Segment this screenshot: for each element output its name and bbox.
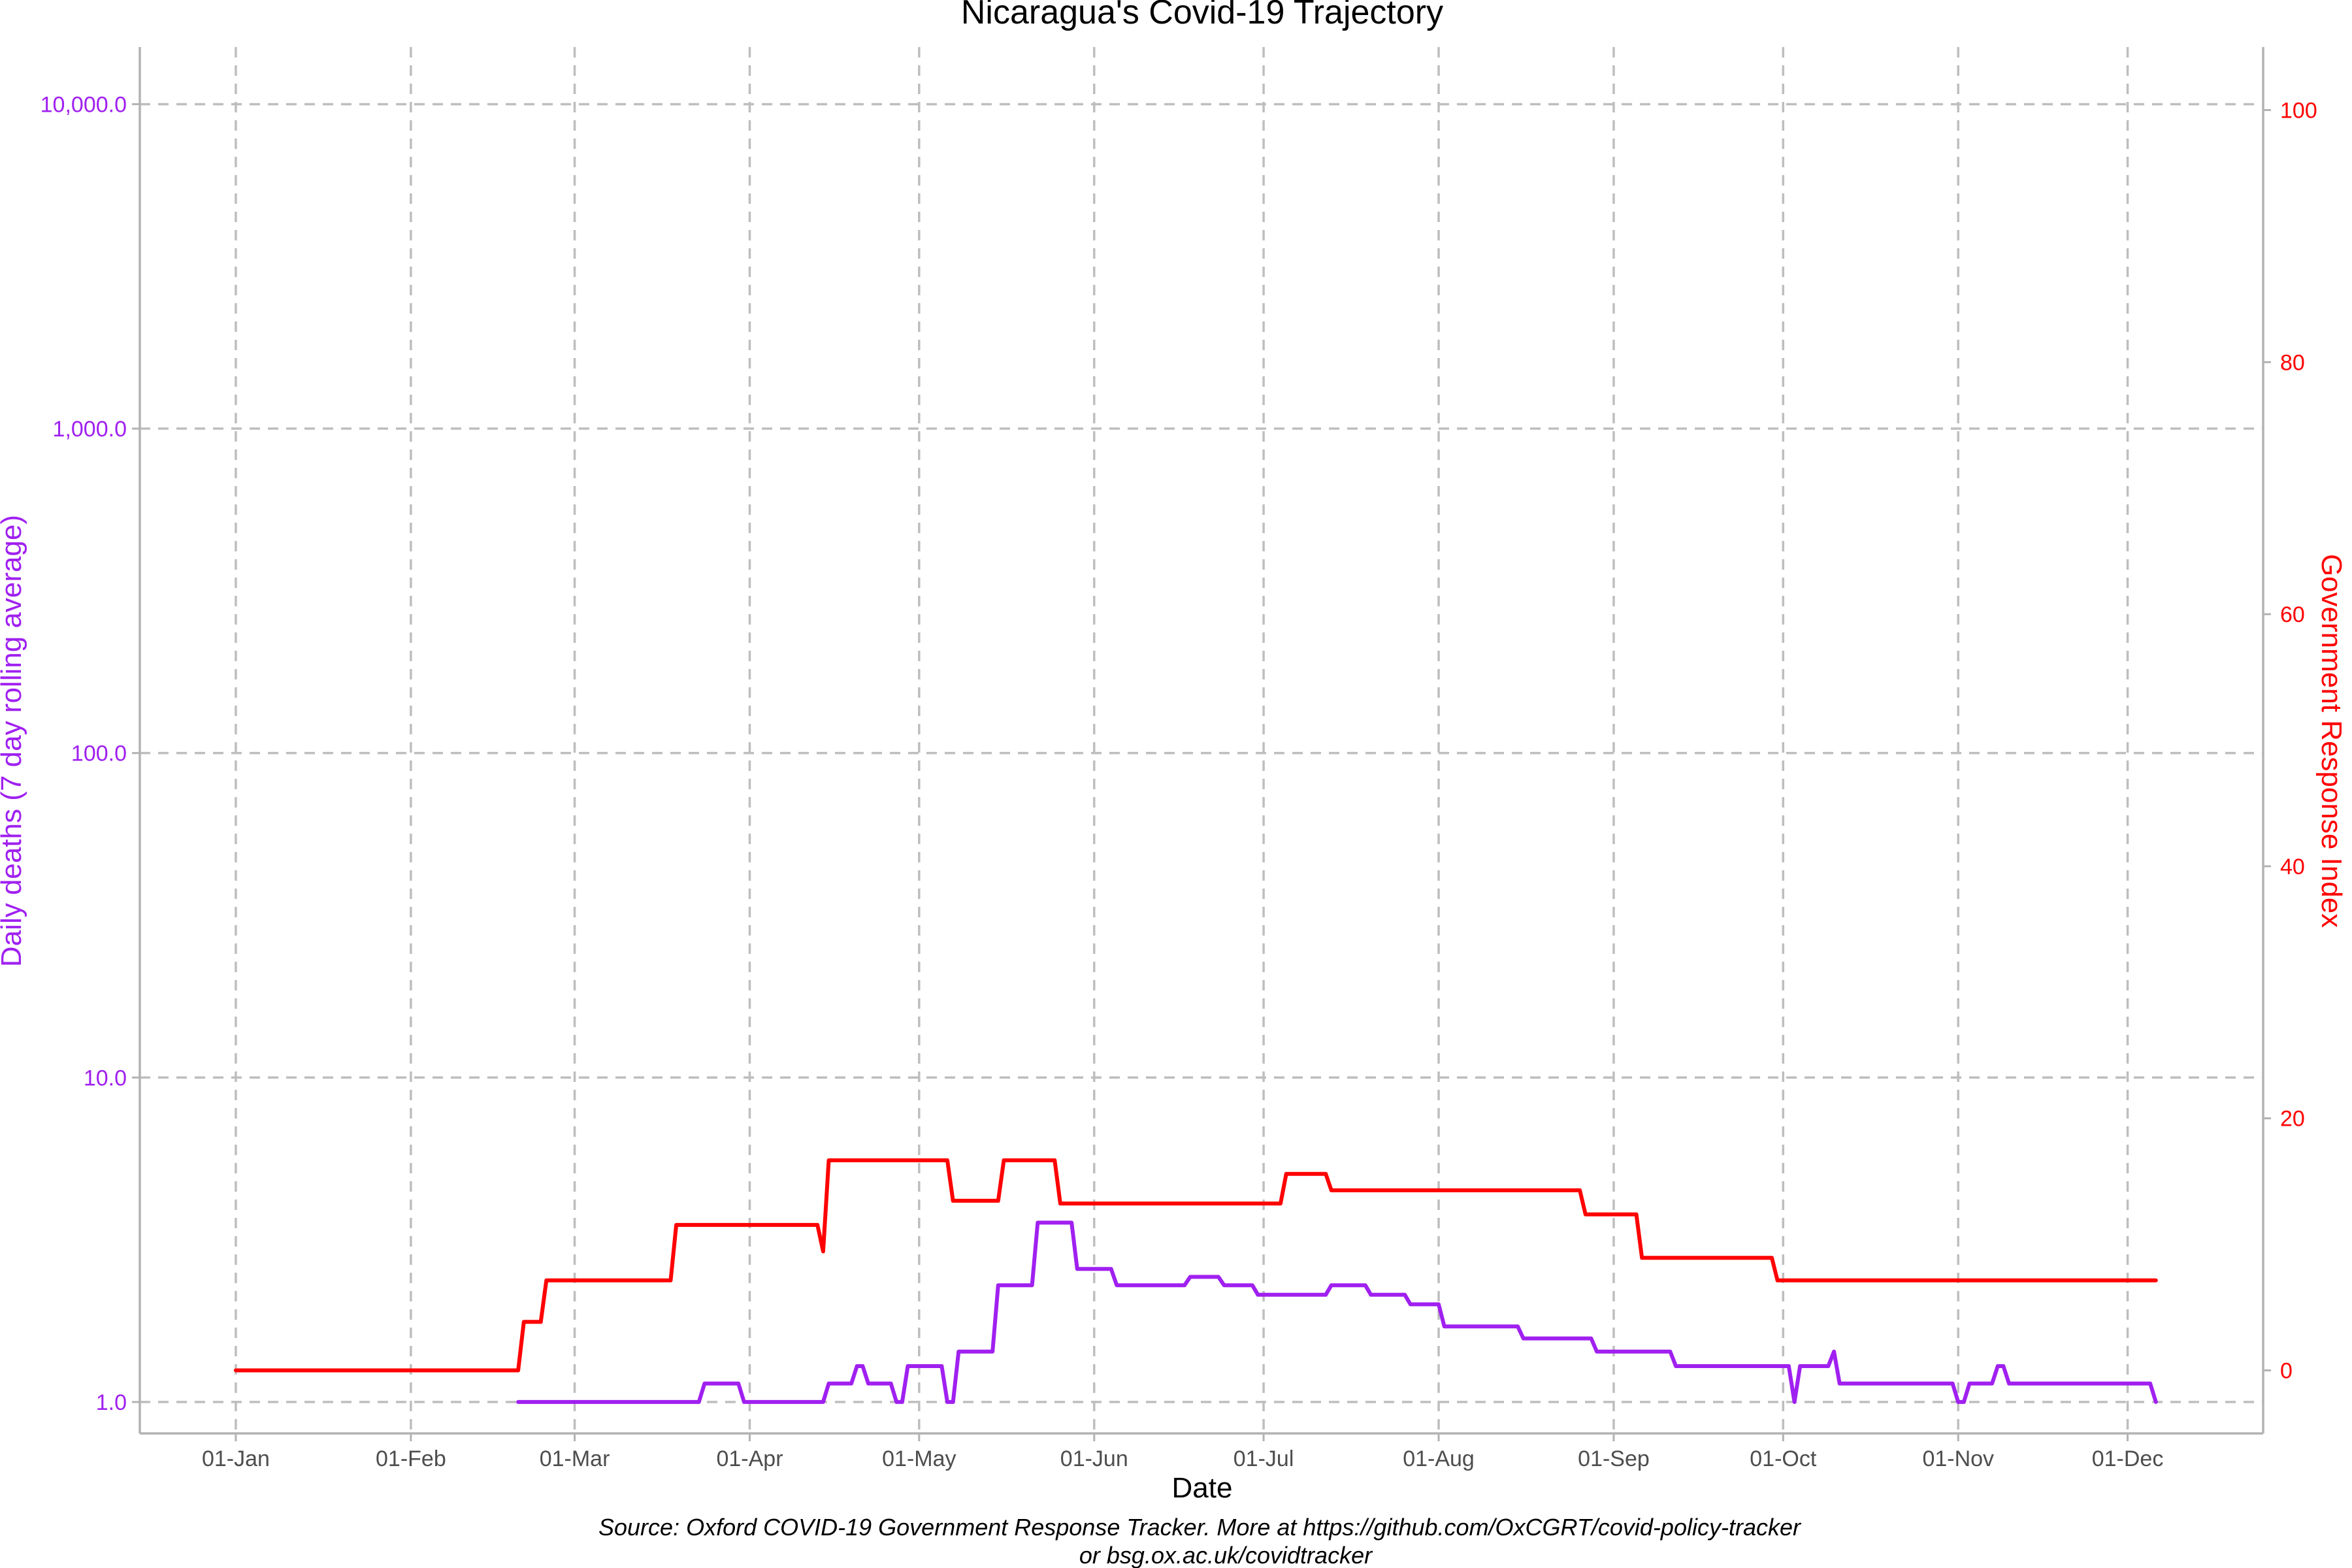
right-tick-label: 0 — [2280, 1359, 2293, 1384]
left-tick-label: 1,000.0 — [53, 417, 127, 442]
chart-title: Nicaragua's Covid-19 Trajectory — [961, 0, 1443, 31]
x-tick-label: 01-Jan — [202, 1446, 270, 1471]
x-tick-label: 01-Dec — [2092, 1446, 2164, 1471]
right-tick-label: 20 — [2280, 1107, 2305, 1132]
government-response-line — [233, 1158, 2158, 1373]
right-axis-label: Government Response Index — [2315, 554, 2347, 928]
x-tick-label: 01-Feb — [376, 1446, 446, 1471]
x-tick-label: 01-Oct — [1750, 1446, 1817, 1471]
left-tick-label: 10,000.0 — [41, 92, 127, 117]
series-lines — [233, 1158, 2158, 1404]
x-tick-label: 01-Mar — [540, 1446, 610, 1471]
left-tick-label: 10.0 — [84, 1066, 127, 1090]
x-tick-label: 01-Jun — [1060, 1446, 1128, 1471]
daily-deaths-line — [516, 1220, 2158, 1404]
grid — [140, 47, 2263, 1433]
right-tick-label: 60 — [2280, 602, 2305, 627]
x-tick-label: 01-May — [882, 1446, 956, 1471]
left-ticks: 1.0 10.0 100.0 1,000.0 10,000.0 — [41, 92, 140, 1415]
left-tick-label: 1.0 — [96, 1390, 127, 1415]
x-axis-label: Date — [1172, 1472, 1233, 1504]
x-tick-label: 01-Nov — [1922, 1446, 1994, 1471]
x-tick-label: 01-Apr — [716, 1446, 783, 1471]
left-axis-label: Daily deaths (7 day rolling average) — [0, 515, 27, 967]
right-tick-label: 80 — [2280, 350, 2305, 375]
right-ticks: 0 20 40 60 80 100 — [2263, 98, 2317, 1384]
source-caption-line-1: Source: Oxford COVID-19 Government Respo… — [598, 1514, 1802, 1541]
axes — [139, 47, 2264, 1435]
x-ticks: 01-Jan 01-Feb 01-Mar 01-Apr 01-May 01-Jun 01-J… — [202, 1433, 2163, 1471]
right-tick-label: 40 — [2280, 855, 2305, 879]
left-tick-label: 100.0 — [71, 742, 127, 766]
right-tick-label: 100 — [2280, 98, 2317, 123]
x-tick-label: 01-Sep — [1578, 1446, 1650, 1471]
source-caption-line-2: or bsg.ox.ac.uk/covidtracker — [1079, 1542, 1373, 1568]
x-tick-label: 01-Aug — [1403, 1446, 1475, 1471]
x-tick-label: 01-Jul — [1233, 1446, 1294, 1471]
